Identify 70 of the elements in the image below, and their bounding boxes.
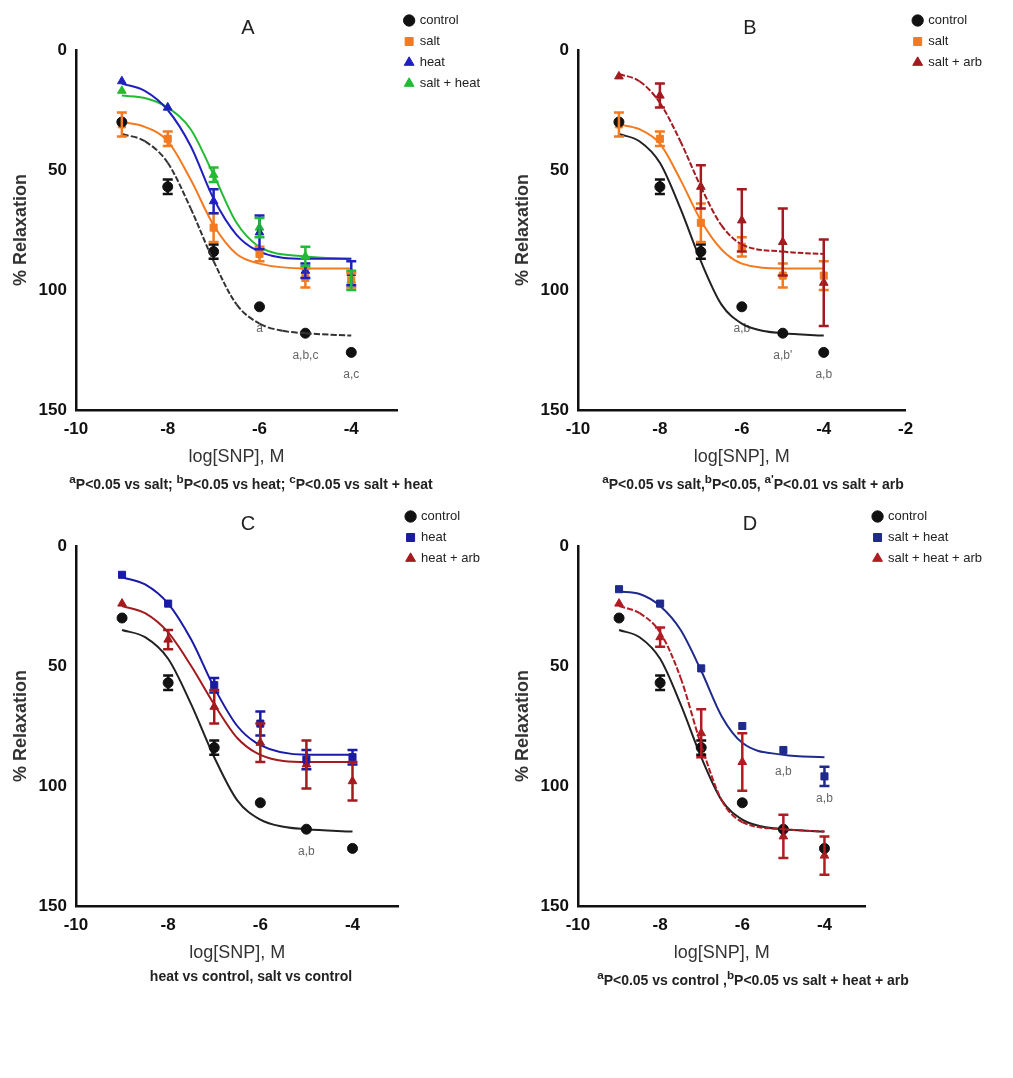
x-axis-title: log[SNP], M [189, 941, 286, 962]
chart-title: A [241, 15, 256, 38]
legend-label: control [421, 507, 461, 523]
y-tick-label: 150 [540, 895, 569, 915]
x-tick-label: -6 [251, 418, 268, 438]
chart-title: C [240, 511, 256, 534]
chart-title: B [743, 15, 757, 38]
x-tick-label: -10 [63, 914, 89, 934]
legend-label: salt + heat [419, 75, 481, 91]
legend-label: heat [421, 528, 447, 544]
text: heat vs control, salt vs control [148, 967, 354, 986]
y-axis-title: % Relaxation [9, 669, 30, 782]
y-axis-title: % Relaxation [511, 173, 532, 287]
x-tick-label: -8 [652, 418, 668, 438]
y-tick-label: 0 [57, 39, 67, 59]
annotation: a [256, 321, 264, 336]
y-tick-label: 100 [540, 775, 569, 795]
y-tick-label: 0 [559, 39, 569, 59]
annotation: a,c [343, 366, 360, 381]
legend-label: salt [928, 33, 949, 49]
x-axis-title: log[SNP], M [673, 941, 770, 962]
x-tick-label: -6 [734, 418, 750, 438]
y-tick-label: 150 [38, 895, 67, 915]
y-tick-label: 100 [38, 775, 67, 795]
annotation: a,b,c [292, 347, 319, 362]
y-tick-label: 150 [540, 399, 569, 419]
legend-label: salt [419, 33, 441, 49]
legend-label: control [928, 12, 968, 28]
annotation: a,b [298, 843, 316, 858]
annotation: a,b [815, 366, 833, 381]
text: $^{a}$P<0.05 vs salt,$^{b}$P<0.05, $^{a'}$P<0.01 vs salt + arb [601, 472, 905, 492]
x-tick-label: -8 [160, 914, 176, 934]
x-tick-label: -8 [652, 914, 668, 934]
y-tick-label: 50 [550, 159, 569, 179]
chart-title: D [742, 511, 758, 534]
x-axis-title: log[SNP], M [188, 446, 285, 467]
x-tick-label: -4 [816, 914, 833, 934]
y-tick-label: 0 [559, 535, 569, 555]
legend-label: control [888, 507, 928, 523]
y-tick-label: 100 [540, 279, 569, 299]
legend-label: salt + heat [888, 528, 949, 544]
legend-label: control [419, 12, 459, 28]
x-tick-label: -10 [565, 418, 591, 438]
y-axis-title: % Relaxation [511, 669, 532, 782]
x-tick-label: -2 [898, 418, 914, 438]
x-tick-label: -6 [734, 914, 750, 934]
y-tick-label: 50 [48, 655, 67, 675]
x-tick-label: -4 [343, 418, 360, 438]
y-tick-label: 100 [38, 279, 67, 299]
y-axis-title: % Relaxation [9, 173, 30, 287]
x-tick-label: -10 [565, 914, 591, 934]
x-axis-title: log[SNP], M [693, 446, 790, 467]
legend-label: salt + heat + arb [888, 549, 982, 565]
x-tick-label: -8 [160, 418, 176, 438]
legend-label: salt + arb [928, 54, 983, 70]
y-tick-label: 50 [48, 159, 67, 179]
legend-label: heat + arb [421, 549, 480, 565]
y-tick-label: 150 [38, 399, 67, 419]
annotation: a,b' [773, 347, 793, 362]
legend-label: heat [419, 54, 446, 70]
annotation: a,b [816, 790, 834, 805]
y-tick-label: 0 [57, 535, 67, 555]
text: $^{a}$P<0.05 vs control ,$^{b}$P<0.05 vs salt + heat + arb [596, 967, 910, 988]
annotation: a,b [775, 763, 793, 778]
x-tick-label: -4 [344, 914, 361, 934]
x-tick-label: -4 [816, 418, 832, 438]
x-tick-label: -10 [63, 418, 89, 438]
text: $^{a}$P<0.05 vs salt; $^{b}$P<0.05 vs heat; $^{c}$P<0.05 vs salt + heat [68, 472, 434, 492]
x-tick-label: -6 [252, 914, 268, 934]
y-tick-label: 50 [550, 655, 569, 675]
